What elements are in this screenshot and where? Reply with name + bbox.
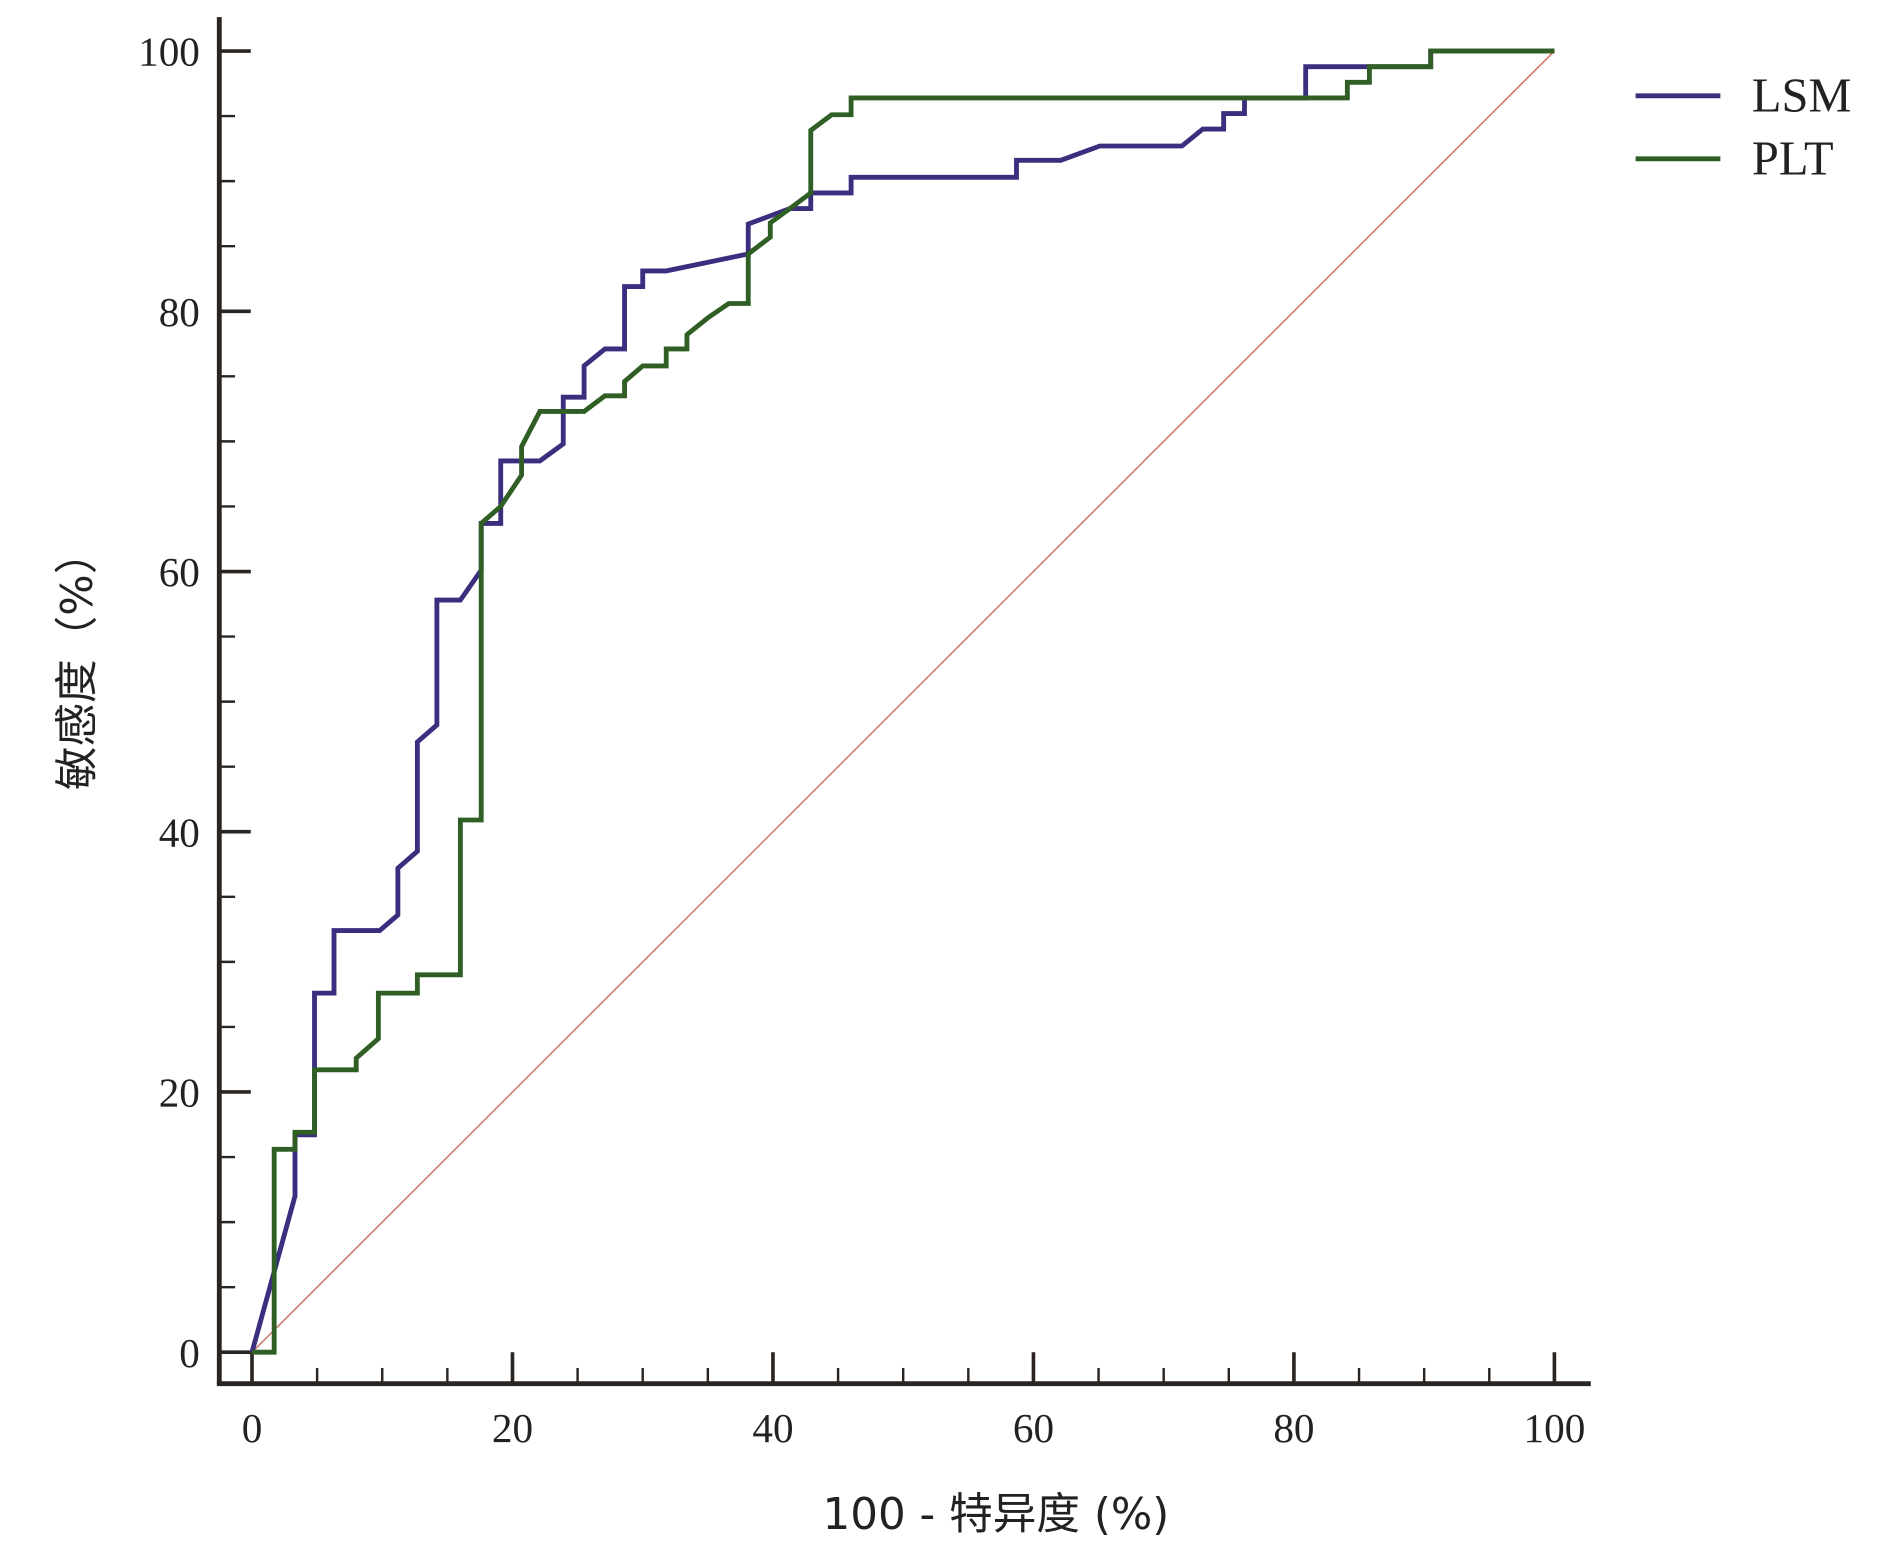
y-tick-label: 0 bbox=[179, 1330, 200, 1376]
x-axis-title: 100 - 特异度 (%) bbox=[822, 1490, 1169, 1540]
y-tick-label: 80 bbox=[159, 289, 200, 335]
legend: LSM PLT bbox=[1635, 70, 1852, 186]
x-tick-label: 60 bbox=[1013, 1405, 1054, 1451]
x-tick-label: 20 bbox=[492, 1405, 533, 1451]
x-tick-label: 100 bbox=[1524, 1405, 1586, 1451]
series-line-lsm bbox=[249, 48, 1555, 1353]
legend-label-plt: PLT bbox=[1752, 133, 1834, 186]
y-tick-label: 60 bbox=[159, 549, 200, 595]
reference-line bbox=[251, 50, 1555, 1353]
legend-label-lsm: LSM bbox=[1752, 70, 1852, 123]
axes: 0 20 40 60 80 100 0 20 40 60 80 100 bbox=[138, 17, 1591, 1451]
y-tick-label: 100 bbox=[138, 29, 200, 75]
reference-diagonal bbox=[251, 50, 1555, 1353]
series-line-plt bbox=[251, 48, 1555, 1355]
y-tick-label: 20 bbox=[159, 1070, 200, 1116]
x-tick-label: 80 bbox=[1273, 1405, 1314, 1451]
x-tick-label: 0 bbox=[242, 1405, 263, 1451]
y-tick-label: 40 bbox=[159, 809, 200, 855]
y-axis-title: 敏感度（%） bbox=[53, 531, 103, 790]
x-tick-label: 40 bbox=[752, 1405, 793, 1451]
series-group bbox=[249, 48, 1555, 1355]
